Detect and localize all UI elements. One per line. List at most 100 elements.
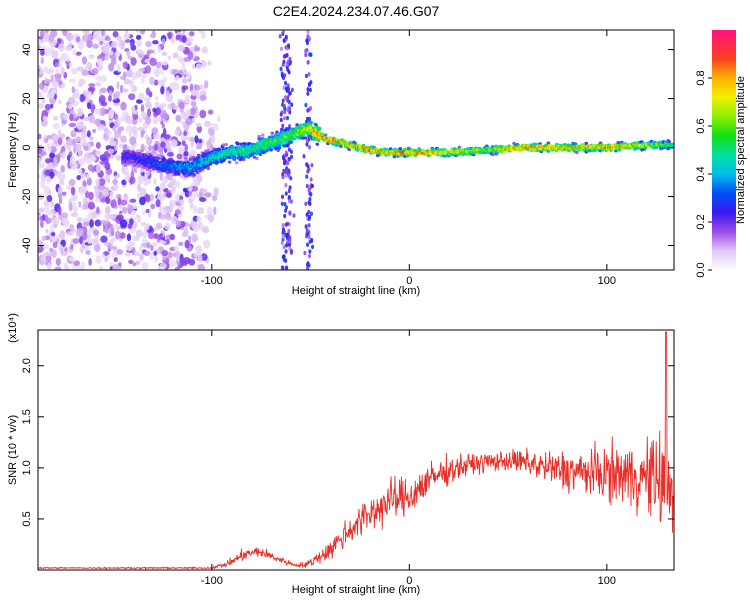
spectrogram-blob <box>124 38 131 44</box>
spectrogram-blob <box>149 57 157 67</box>
spectrogram-blob <box>140 104 145 113</box>
spectrogram-blob <box>45 254 52 263</box>
spectrogram-blob <box>113 257 118 263</box>
spectrogram-ridge-point <box>265 148 270 152</box>
spectrogram-ridge-point <box>323 133 328 137</box>
spectrogram-blob <box>175 220 182 228</box>
spectrogram-blob <box>85 249 91 255</box>
spectrogram-ridge-point <box>276 148 280 152</box>
spectrogram-blob <box>159 233 163 238</box>
spectrogram-streak-blob <box>279 66 283 72</box>
spectrogram-streak-blob <box>304 201 308 207</box>
spectrogram-blob <box>201 226 210 234</box>
spectrogram-streak-blob <box>308 249 312 254</box>
spectrogram-blob <box>166 205 172 215</box>
spectrogram-blob <box>152 116 159 125</box>
spectrogram-streak-blob <box>304 52 308 58</box>
spectrogram-blob <box>38 133 42 140</box>
spectrogram-streak-blob <box>287 43 291 48</box>
spectrogram-blob <box>135 34 142 40</box>
spectrogram-x-label: Height of straight line (km) <box>292 285 420 297</box>
spectrogram-blob <box>49 224 55 234</box>
spectrogram-blob <box>132 118 138 125</box>
spectrogram-blob <box>174 193 180 203</box>
spectrogram-ridge-point <box>283 128 288 132</box>
spectrogram-streak-blob <box>284 80 288 86</box>
spectrogram-blob <box>159 205 163 212</box>
spectrogram-blob <box>181 231 189 238</box>
spectrogram-blob <box>193 252 198 258</box>
spectrogram-blob <box>46 261 51 270</box>
spectrogram-blob <box>164 222 171 230</box>
spectrogram-blob <box>44 78 51 84</box>
spectrogram-blob <box>109 136 115 146</box>
spectrogram-blob <box>61 191 67 196</box>
spectrogram-blob <box>119 117 125 122</box>
spectrogram-blob <box>191 233 199 243</box>
spectrogram-blob <box>126 233 132 242</box>
spectrogram-blob <box>86 102 92 110</box>
spectrogram-blob <box>214 126 219 131</box>
spectrogram-blob <box>145 222 150 231</box>
spectrogram-blob <box>64 56 71 62</box>
spectrogram-blob <box>172 52 179 59</box>
spectrogram-blob <box>161 60 169 66</box>
spectrogram-blob <box>71 201 77 211</box>
spectrogram-blob <box>203 120 212 128</box>
spectrogram-blob <box>141 77 145 85</box>
spectrogram-blob <box>72 238 80 244</box>
spectrogram-streak-blob <box>308 36 312 41</box>
spectrogram-blob <box>107 85 115 94</box>
spectrogram-blob <box>59 133 66 139</box>
spectrogram-blob <box>113 171 118 176</box>
spectrogram-blob <box>145 178 152 185</box>
spectrogram-blob <box>178 147 185 154</box>
spectrogram-blob <box>76 66 84 72</box>
spectrogram-streak-blob <box>307 234 311 240</box>
spectrogram-streak-blob <box>284 265 288 270</box>
spectrogram-streak-blob <box>282 85 286 90</box>
spectrogram-streak-blob <box>306 91 310 96</box>
spectrogram-streak-blob <box>289 250 293 255</box>
spectrogram-blob <box>62 151 66 160</box>
spectrogram-blob <box>128 259 134 264</box>
spectrogram-blob <box>199 94 207 101</box>
spectrogram-blob <box>82 180 87 188</box>
spectrogram-streak-blob <box>309 177 313 182</box>
spectrogram-blob <box>58 197 63 205</box>
spectrogram-blob <box>110 41 118 48</box>
spectrogram-blob <box>102 189 110 197</box>
spectrogram-streak-blob <box>287 86 291 92</box>
spectrogram-ridge-point <box>234 161 239 165</box>
colorbar-tick-label: 0.0 <box>695 262 707 277</box>
spectrogram-blob <box>145 194 151 203</box>
spectrogram-blob <box>187 50 194 60</box>
spectrogram-blob <box>136 48 143 55</box>
spectrogram-blob <box>139 252 145 260</box>
spectrogram-blob <box>54 73 61 82</box>
spectrogram-blob <box>189 107 196 116</box>
spectrogram-blob <box>143 96 151 102</box>
spectrogram-blob <box>86 177 92 186</box>
spectrogram-blob <box>129 218 134 226</box>
spectrogram-blob <box>51 231 56 237</box>
spectrogram-ridge-point <box>289 140 294 144</box>
spectrogram-ridge-point <box>260 133 265 137</box>
spectrogram-ridge-point <box>169 170 174 174</box>
spectrogram-blob <box>174 266 180 270</box>
spectrogram-blob <box>100 30 105 37</box>
spectrogram-blob <box>167 55 172 60</box>
spectrogram-blob <box>54 135 60 140</box>
spectrogram-blob <box>52 122 60 130</box>
spectrogram-blob <box>190 101 197 107</box>
spectrogram-streak-blob <box>283 116 287 121</box>
spectrogram-blob <box>38 146 43 154</box>
spectrogram-streak-blob <box>305 227 309 233</box>
spectrogram-blob <box>83 146 89 151</box>
spectrogram-streak-blob <box>283 73 287 78</box>
spectrogram-blob <box>140 131 144 138</box>
snr-y-multiplier: (x10⁴) <box>7 313 19 343</box>
spectrogram-blob <box>144 100 152 109</box>
spectrogram-blob <box>201 31 206 39</box>
spectrogram-blob <box>67 144 72 153</box>
